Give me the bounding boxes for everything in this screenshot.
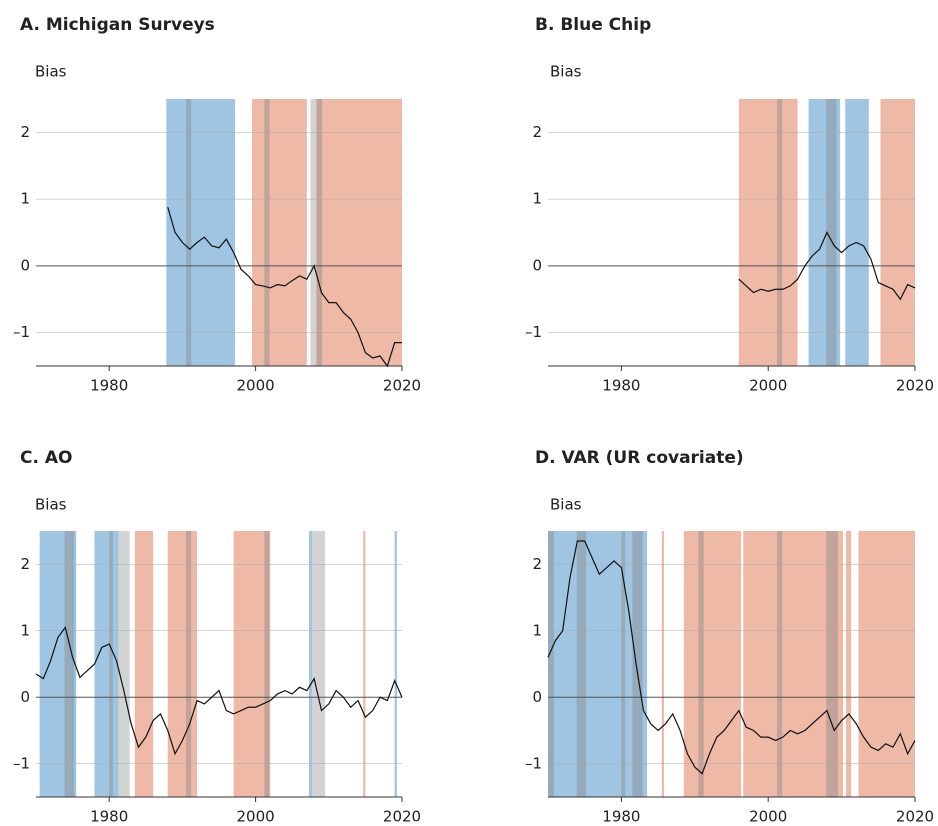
panel-title: C. AO bbox=[20, 448, 72, 468]
y-tick-label: –1 bbox=[525, 754, 542, 772]
y-tick-label: 1 bbox=[20, 621, 30, 639]
data-line bbox=[547, 540, 916, 775]
shaded-region bbox=[134, 531, 154, 797]
panel-title: D. VAR (UR covariate) bbox=[535, 448, 744, 468]
y-tick-label: 1 bbox=[532, 621, 542, 639]
shaded-region bbox=[743, 531, 844, 797]
shaded-region bbox=[738, 99, 798, 366]
y-axis-label: Bias bbox=[550, 63, 582, 81]
x-tick-label: 2000 bbox=[749, 808, 787, 826]
shaded-region bbox=[826, 531, 838, 797]
y-tick-label: 0 bbox=[532, 256, 542, 274]
shaded-region bbox=[118, 531, 130, 797]
x-tick-label: 2000 bbox=[237, 808, 275, 826]
shaded-region bbox=[363, 531, 366, 797]
shaded-region bbox=[94, 531, 119, 797]
x-tick-label: 2000 bbox=[749, 377, 787, 395]
shaded-region bbox=[310, 99, 317, 366]
x-tick-label: 1980 bbox=[602, 377, 640, 395]
y-tick-label: –1 bbox=[13, 323, 30, 341]
x-tick-label: 2020 bbox=[383, 808, 421, 826]
y-axis-label: Bias bbox=[35, 496, 67, 514]
shaded-region bbox=[777, 531, 783, 797]
shaded-region bbox=[309, 531, 312, 797]
x-tick-label: 1980 bbox=[602, 808, 640, 826]
y-tick-label: 2 bbox=[532, 555, 542, 573]
y-axis-label: Bias bbox=[35, 63, 67, 81]
x-tick-label: 2020 bbox=[383, 377, 421, 395]
x-tick-label: 2020 bbox=[896, 808, 934, 826]
shaded-region bbox=[264, 99, 270, 366]
shaded-region bbox=[632, 531, 643, 797]
shaded-region bbox=[251, 99, 307, 366]
shaded-region bbox=[621, 531, 626, 797]
y-tick-label: 2 bbox=[532, 123, 542, 141]
shaded-region bbox=[167, 531, 198, 797]
x-tick-label: 2000 bbox=[237, 377, 275, 395]
data-line bbox=[35, 626, 403, 756]
shaded-region bbox=[186, 531, 192, 797]
shaded-region bbox=[576, 531, 587, 797]
shaded-region bbox=[233, 531, 271, 797]
shaded-region bbox=[264, 531, 270, 797]
shaded-region bbox=[394, 531, 397, 797]
panel-title: B. Blue Chip bbox=[535, 15, 651, 35]
data-line bbox=[167, 206, 402, 368]
shaded-region bbox=[661, 531, 664, 797]
y-tick-label: 0 bbox=[20, 688, 30, 706]
shaded-region bbox=[316, 99, 402, 366]
shaded-region bbox=[698, 531, 704, 797]
y-tick-label: 1 bbox=[20, 190, 30, 208]
shaded-region bbox=[683, 531, 742, 797]
shaded-region bbox=[186, 99, 192, 366]
shaded-region bbox=[311, 531, 326, 797]
shaded-region bbox=[548, 531, 554, 797]
shaded-region bbox=[166, 99, 236, 366]
shaded-region bbox=[826, 99, 837, 366]
shaded-region bbox=[548, 531, 648, 797]
y-tick-label: –1 bbox=[525, 323, 542, 341]
shaded-region bbox=[316, 99, 323, 366]
y-tick-label: 1 bbox=[532, 190, 542, 208]
y-tick-label: 2 bbox=[20, 555, 30, 573]
y-tick-label: 2 bbox=[20, 123, 30, 141]
shaded-region bbox=[109, 531, 113, 797]
y-tick-label: 0 bbox=[20, 256, 30, 274]
shaded-region bbox=[808, 99, 841, 366]
x-tick-label: 1980 bbox=[90, 808, 128, 826]
shaded-region bbox=[777, 99, 783, 366]
shaded-region bbox=[880, 99, 915, 366]
shaded-region bbox=[39, 531, 77, 797]
y-tick-label: –1 bbox=[13, 754, 30, 772]
x-tick-label: 2020 bbox=[896, 377, 934, 395]
y-tick-label: 0 bbox=[532, 688, 542, 706]
data-line bbox=[738, 231, 916, 301]
panel-title: A. Michigan Surveys bbox=[20, 15, 215, 35]
shaded-region bbox=[858, 531, 915, 797]
x-tick-label: 1980 bbox=[90, 377, 128, 395]
shaded-region bbox=[846, 531, 852, 797]
shaded-region bbox=[64, 531, 75, 797]
shaded-region bbox=[845, 99, 869, 366]
y-axis-label: Bias bbox=[550, 496, 582, 514]
